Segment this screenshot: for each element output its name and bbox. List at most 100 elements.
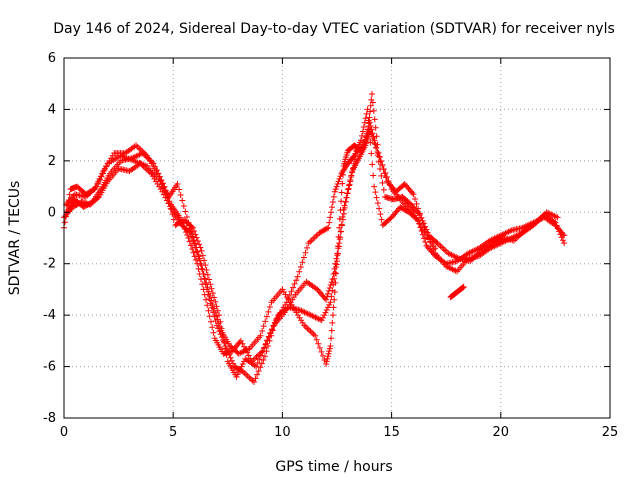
data-point xyxy=(180,203,187,210)
data-point xyxy=(194,237,201,244)
data-point xyxy=(213,303,220,310)
data-point xyxy=(200,286,207,293)
data-point xyxy=(382,169,389,176)
data-point xyxy=(158,181,165,188)
data-point xyxy=(341,204,348,211)
data-point xyxy=(207,300,214,307)
data-point xyxy=(324,293,331,300)
data-point xyxy=(191,253,198,260)
data-point xyxy=(221,338,228,345)
data-point xyxy=(325,287,332,294)
data-point xyxy=(329,204,336,211)
data-point xyxy=(345,185,352,192)
data-point xyxy=(366,119,373,126)
data-point xyxy=(196,241,203,248)
data-point xyxy=(337,234,344,241)
data-point xyxy=(196,255,203,262)
data-point xyxy=(325,224,332,231)
data-point xyxy=(324,304,331,311)
data-point xyxy=(183,214,190,221)
data-point xyxy=(236,368,243,375)
data-point xyxy=(207,318,214,325)
data-point xyxy=(370,172,377,179)
data-point xyxy=(61,219,68,226)
data-point xyxy=(152,163,159,170)
data-point xyxy=(193,234,200,241)
data-point xyxy=(333,255,340,262)
data-point xyxy=(251,379,258,385)
data-point xyxy=(199,281,206,288)
data-point xyxy=(294,273,301,280)
data-point xyxy=(253,363,260,370)
y-tick-label: -6 xyxy=(43,360,56,375)
data-point xyxy=(254,359,261,366)
data-point xyxy=(432,245,439,252)
data-point xyxy=(199,252,206,259)
data-point xyxy=(291,280,298,287)
data-point xyxy=(263,313,270,320)
data-point xyxy=(95,180,102,187)
data-point xyxy=(195,265,202,272)
data-point xyxy=(413,200,420,207)
data-point xyxy=(329,199,336,205)
data-point xyxy=(157,178,164,185)
data-point xyxy=(202,275,209,282)
y-tick-label: 0 xyxy=(48,205,56,220)
data-point xyxy=(343,194,350,201)
data-point xyxy=(460,283,467,290)
data-point xyxy=(363,110,370,117)
data-point xyxy=(561,240,568,247)
data-point xyxy=(181,226,188,233)
data-point xyxy=(189,246,196,253)
data-point xyxy=(179,220,186,227)
data-point xyxy=(331,188,338,195)
data-point xyxy=(239,361,246,367)
data-point xyxy=(319,314,326,321)
data-point xyxy=(380,186,387,193)
y-tick-label: -4 xyxy=(43,308,56,323)
data-point xyxy=(194,260,201,267)
data-point xyxy=(387,182,394,189)
data-point xyxy=(335,245,342,252)
data-point xyxy=(201,291,208,298)
y-tick-label: -2 xyxy=(43,257,56,272)
data-point xyxy=(188,223,195,230)
data-point xyxy=(316,344,323,351)
data-point xyxy=(368,91,375,97)
data-point xyxy=(257,364,264,371)
data-point xyxy=(554,214,561,221)
data-point xyxy=(216,312,223,319)
data-point xyxy=(254,371,261,378)
data-point xyxy=(328,279,335,286)
data-point xyxy=(163,191,170,198)
data-point xyxy=(187,229,194,236)
data-point xyxy=(312,332,319,339)
data-point xyxy=(93,183,100,190)
data-point xyxy=(373,133,380,140)
data-point xyxy=(160,185,167,192)
data-point xyxy=(369,161,376,168)
data-point xyxy=(331,296,338,303)
data-point xyxy=(66,191,73,198)
data-point xyxy=(376,153,383,160)
data-point xyxy=(211,294,218,301)
data-point xyxy=(326,284,333,291)
data-point xyxy=(325,350,332,357)
data-point xyxy=(329,319,336,326)
data-point xyxy=(192,257,199,264)
data-point xyxy=(338,228,345,235)
series-track-e xyxy=(447,283,467,301)
data-marks xyxy=(61,91,568,385)
data-point xyxy=(174,181,181,187)
data-point xyxy=(203,266,210,273)
y-tick-label: -8 xyxy=(43,411,56,426)
data-point xyxy=(383,174,390,181)
data-point xyxy=(330,271,337,277)
chart-title: Day 146 of 2024, Sidereal Day-to-day VTE… xyxy=(53,21,615,37)
data-point xyxy=(410,191,417,198)
data-point xyxy=(421,235,428,242)
data-point xyxy=(332,260,339,267)
data-point xyxy=(180,223,187,230)
